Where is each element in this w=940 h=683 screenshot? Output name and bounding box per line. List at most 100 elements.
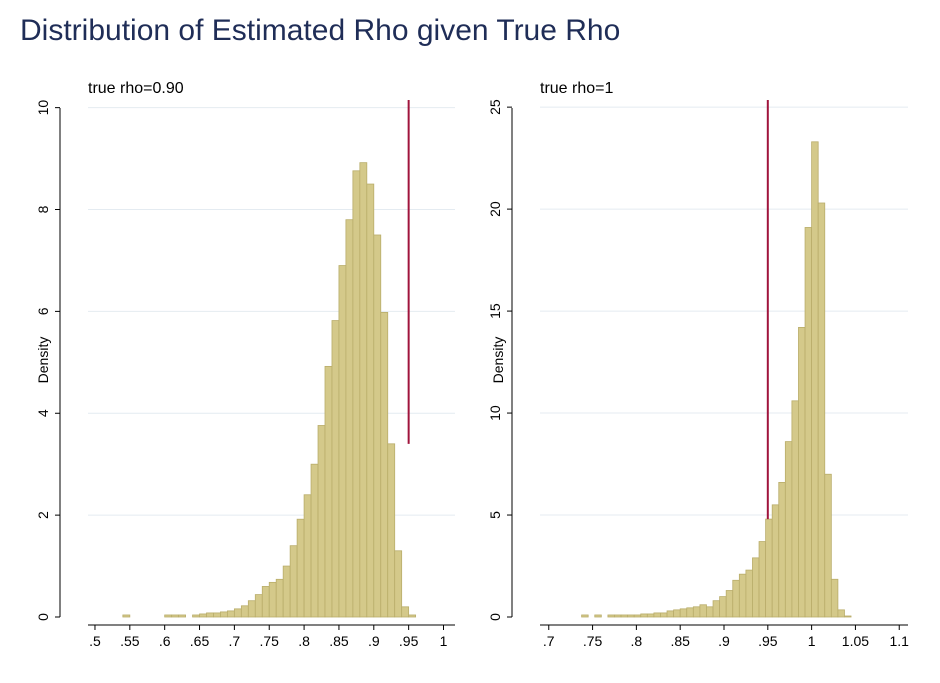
- histogram-bar: [824, 473, 832, 618]
- histogram-bar: [844, 615, 852, 618]
- histogram-bar: [213, 612, 221, 618]
- histogram-bar: [712, 600, 721, 618]
- x-tick-label: .65: [190, 633, 210, 649]
- histogram-bar: [804, 227, 813, 618]
- x-tick-label: .8: [631, 633, 643, 649]
- histogram-bar: [233, 608, 242, 618]
- histogram-bar: [811, 141, 819, 618]
- x-tick-label: .55: [120, 633, 140, 649]
- histogram-bar: [660, 612, 668, 618]
- histogram-bar: [594, 614, 602, 618]
- histogram-bar: [620, 614, 629, 618]
- histogram-bar: [324, 365, 333, 618]
- histogram-bar: [798, 326, 806, 618]
- histogram-bar: [352, 170, 361, 618]
- x-tick-label: .75: [583, 633, 603, 649]
- histogram-bar: [227, 610, 235, 618]
- x-tick-label: .9: [718, 633, 730, 649]
- y-tick-label: 4: [35, 409, 51, 417]
- histogram-bar: [791, 400, 799, 618]
- y-tick-label: 6: [35, 307, 51, 315]
- histogram-bar: [338, 265, 347, 618]
- histogram-bar: [765, 518, 773, 618]
- histogram-bar: [380, 312, 389, 618]
- histogram-bar: [673, 609, 681, 618]
- histogram-bar: [758, 541, 767, 618]
- histogram-bar: [359, 162, 368, 618]
- histogram-bar: [296, 518, 305, 618]
- histogram-bar: [581, 614, 589, 618]
- histogram-bar: [261, 586, 270, 618]
- histogram-bar: [331, 320, 340, 618]
- histogram-bar: [830, 578, 839, 618]
- histogram-bar: [686, 607, 694, 618]
- y-tick-label: 25: [487, 99, 503, 115]
- histogram-bar: [345, 219, 354, 618]
- histogram-bar: [837, 609, 845, 618]
- y-tick-label: 0: [487, 613, 503, 621]
- histogram-bar: [401, 606, 410, 618]
- histogram-bar: [627, 614, 635, 618]
- histogram-bar: [206, 612, 214, 618]
- y-tick-label: 8: [35, 205, 51, 213]
- panel-subtitle: true rho=1: [540, 80, 613, 97]
- histogram-bar: [275, 578, 284, 618]
- histogram-bar: [666, 610, 675, 618]
- x-tick-label: .85: [329, 633, 349, 649]
- x-tick-label: .7: [229, 633, 241, 649]
- histogram-bar: [738, 573, 747, 618]
- histogram-bar: [247, 600, 256, 618]
- histogram-bar: [706, 606, 714, 618]
- histogram-bar: [178, 614, 186, 618]
- histogram-bar: [725, 590, 734, 618]
- x-tick-label: .75: [260, 633, 280, 649]
- histogram-bar: [171, 614, 180, 618]
- x-tick-label: .7: [543, 633, 555, 649]
- histogram-bar: [745, 569, 753, 618]
- histogram-bar: [373, 234, 382, 618]
- histogram-bar: [646, 613, 655, 618]
- histogram-bar: [282, 565, 291, 618]
- histogram-bar: [303, 494, 312, 618]
- x-tick-label: 1: [808, 633, 816, 649]
- histogram-bar: [310, 463, 319, 618]
- histogram-bar: [122, 614, 131, 618]
- x-tick-label: .95: [758, 633, 778, 649]
- histogram-bar: [199, 613, 207, 618]
- histogram-bar: [633, 614, 642, 618]
- histogram-bar: [164, 614, 173, 618]
- y-tick-label: 15: [487, 303, 503, 319]
- histogram-bar: [679, 608, 688, 618]
- histogram-bar: [699, 604, 707, 618]
- histogram-bar: [732, 579, 740, 618]
- histogram-bar: [784, 441, 793, 618]
- x-tick-label: 1: [440, 633, 448, 649]
- x-tick-label: .6: [159, 633, 171, 649]
- histogram-bar: [254, 594, 263, 618]
- y-tick-label: 10: [35, 100, 51, 116]
- x-tick-label: .95: [399, 633, 419, 649]
- histogram-bar: [192, 614, 200, 618]
- histogram-bar: [240, 605, 249, 618]
- histogram-bar: [614, 614, 622, 618]
- histogram-bar: [653, 612, 661, 618]
- histogram-bar: [317, 425, 326, 618]
- histogram-bar: [366, 183, 375, 618]
- panel-subtitle: true rho=0.90: [88, 80, 184, 97]
- y-tick-label: 10: [487, 405, 503, 421]
- histogram-bar: [268, 581, 277, 618]
- x-tick-label: 1.05: [842, 633, 869, 649]
- histogram-bar: [394, 550, 403, 618]
- histogram-bar: [817, 202, 826, 618]
- histogram-bar: [771, 504, 780, 618]
- y-axis-label: Density: [35, 337, 51, 384]
- x-tick-label: .5: [89, 633, 101, 649]
- histogram-bar: [692, 606, 701, 618]
- histogram-bar: [408, 614, 417, 618]
- x-tick-label: .85: [670, 633, 690, 649]
- chart-title: Distribution of Estimated Rho given True…: [20, 14, 621, 47]
- histogram-bar: [607, 614, 615, 618]
- histogram-bar: [778, 481, 786, 618]
- y-tick-label: 2: [35, 511, 51, 519]
